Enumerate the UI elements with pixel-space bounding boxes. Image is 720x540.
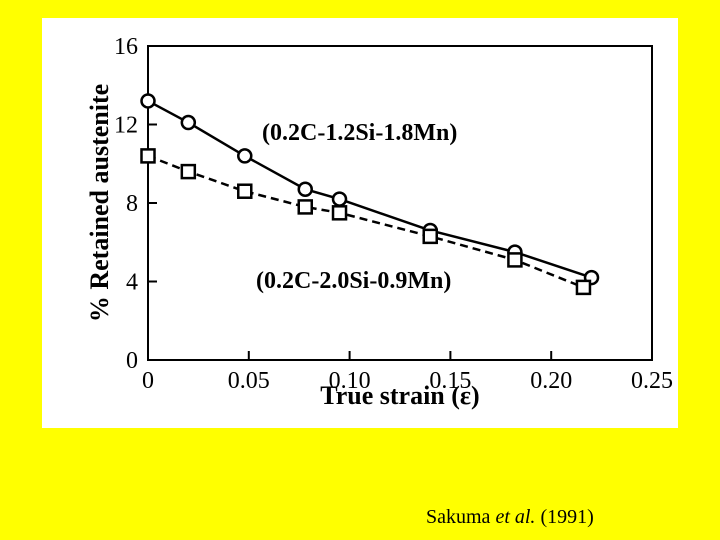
series-2-point	[180, 163, 197, 180]
x-tick-label: 0.10	[329, 368, 371, 394]
series-1-line	[147, 99, 592, 279]
series-2-point	[331, 205, 348, 221]
series-label-2: (0.2C-2.0Si-0.9Mn)	[256, 268, 451, 294]
y-tick-label: 4	[126, 270, 138, 296]
chart-panel: 0 4 8 12 16 0 0.05 0.10 0.15 0.20 0.25 (0.2C-1.2Si…	[42, 18, 678, 428]
series-2-point	[140, 148, 156, 164]
series-2-point	[575, 279, 592, 296]
series-1-point	[297, 181, 313, 198]
y-tick-label: 8	[126, 191, 138, 217]
y-axis-title: % Retained austenite	[85, 84, 114, 322]
y-tick-label: 0	[126, 348, 138, 374]
series-2-line	[147, 154, 584, 289]
retained-austenite-chart: 0 4 8 12 16 0 0.05 0.10 0.15 0.20 0.25 (0.2C-1.2Si…	[85, 34, 673, 410]
x-tick-label: 0.25	[631, 368, 673, 394]
x-tick-label: 0.05	[228, 368, 270, 394]
series-2-point	[237, 183, 253, 199]
citation: Sakuma et al. (1991)	[426, 506, 594, 529]
series-1-point	[180, 114, 197, 131]
series-2-point	[297, 199, 313, 215]
citation-etal: et al.	[495, 506, 536, 528]
series-1-point	[331, 191, 348, 207]
series-1-point	[140, 93, 156, 109]
x-tick-label: 0.20	[530, 368, 572, 394]
x-tick-label: 0.15	[429, 368, 471, 394]
citation-year: (1991)	[540, 506, 594, 528]
series-1-point	[237, 148, 253, 164]
series-2-point	[422, 228, 438, 245]
citation-author: Sakuma	[426, 506, 491, 528]
x-tick-label: 0	[142, 368, 154, 394]
series-2-point	[507, 252, 523, 268]
series-label-1: (0.2C-1.2Si-1.8Mn)	[262, 120, 457, 146]
y-tick-label: 16	[114, 34, 138, 60]
y-tick-label: 12	[114, 113, 138, 139]
x-axis-title: True strain (ε)	[320, 381, 479, 410]
plot-frame	[147, 45, 653, 361]
